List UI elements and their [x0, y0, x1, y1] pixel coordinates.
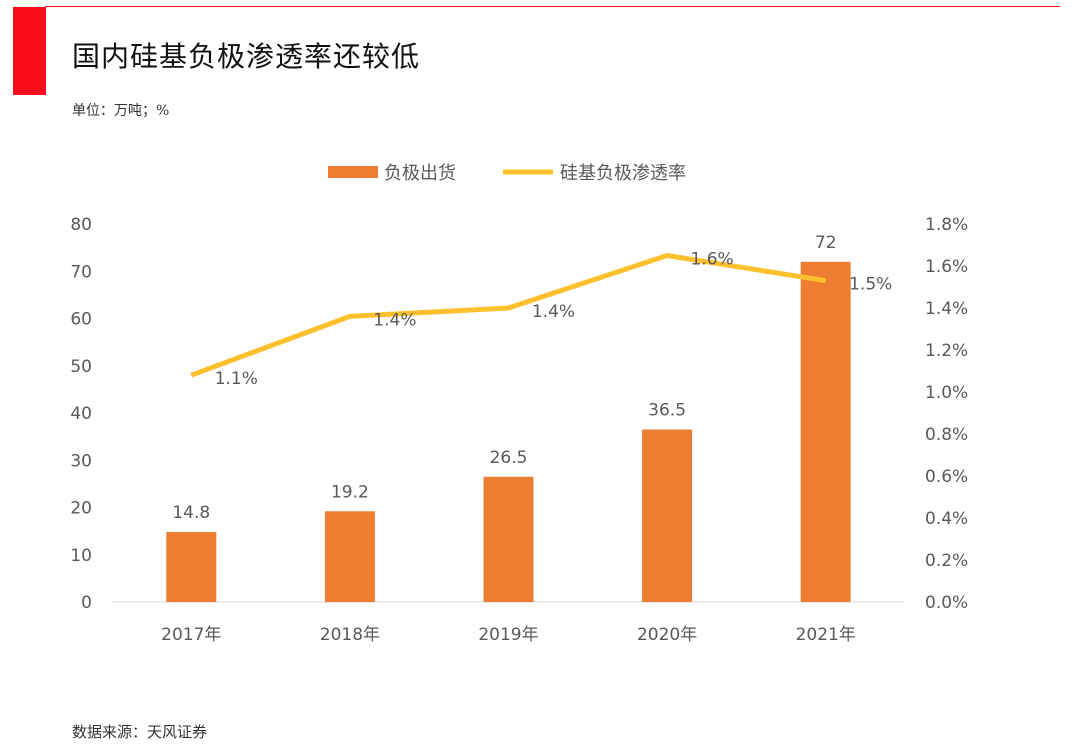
- bar-data-label: 14.8: [172, 503, 210, 523]
- left-axis-tick: 40: [70, 404, 92, 424]
- bar-data-label: 19.2: [331, 482, 369, 502]
- bar-2020年: [642, 429, 693, 602]
- accent-bar: [13, 7, 46, 95]
- x-axis-tick: 2017年: [161, 625, 221, 645]
- left-axis-tick: 30: [70, 451, 92, 471]
- legend-bar-swatch: [328, 166, 378, 178]
- x-axis-tick: 2021年: [796, 625, 856, 645]
- bar-2021年: [800, 261, 851, 602]
- left-axis-tick: 0: [81, 593, 92, 613]
- line-data-label: 1.5%: [849, 275, 892, 295]
- right-axis-tick: 0.6%: [925, 467, 968, 487]
- unit-label: 单位：万吨；%: [72, 103, 170, 119]
- right-axis-tick: 0.2%: [925, 551, 968, 571]
- line-data-label: 1.4%: [373, 310, 416, 330]
- left-axis-tick: 70: [70, 262, 92, 282]
- bar-data-label: 26.5: [490, 448, 528, 468]
- bar-2019年: [483, 476, 534, 602]
- right-axis-tick: 0.8%: [925, 425, 968, 445]
- penetration-line: [190, 253, 827, 378]
- page-title: 国内硅基负极渗透率还较低: [72, 40, 421, 73]
- right-axis-tick: 0.4%: [925, 509, 968, 529]
- left-axis-tick: 80: [70, 215, 92, 235]
- top-rule: [45, 6, 1060, 7]
- right-axis-tick: 1.8%: [925, 215, 968, 235]
- right-axis-tick: 1.6%: [925, 257, 968, 277]
- line-data-label: 1.6%: [690, 250, 733, 270]
- x-axis-tick: 2018年: [320, 625, 380, 645]
- right-axis-tick: 1.2%: [925, 341, 968, 361]
- legend-line-label: 硅基负极渗透率: [560, 163, 686, 184]
- left-axis-tick: 10: [70, 546, 92, 566]
- line-data-label: 1.4%: [532, 302, 575, 322]
- left-axis-tick: 60: [70, 310, 92, 330]
- bar-2017年: [166, 532, 217, 602]
- bar-data-label: 72: [815, 233, 837, 253]
- left-axis-tick: 20: [70, 499, 92, 519]
- right-axis-tick: 1.0%: [925, 383, 968, 403]
- source-note: 数据来源：天风证券: [72, 723, 208, 741]
- x-axis-tick: 2020年: [637, 625, 697, 645]
- left-axis-tick: 50: [70, 357, 92, 377]
- legend-bar-label: 负极出货: [384, 163, 456, 184]
- right-axis-tick: 0.0%: [925, 593, 968, 613]
- bar-2018年: [324, 511, 375, 602]
- bar-data-label: 36.5: [648, 401, 686, 421]
- line-data-label: 1.1%: [215, 369, 258, 389]
- right-axis-tick: 1.4%: [925, 299, 968, 319]
- x-axis-tick: 2019年: [478, 625, 538, 645]
